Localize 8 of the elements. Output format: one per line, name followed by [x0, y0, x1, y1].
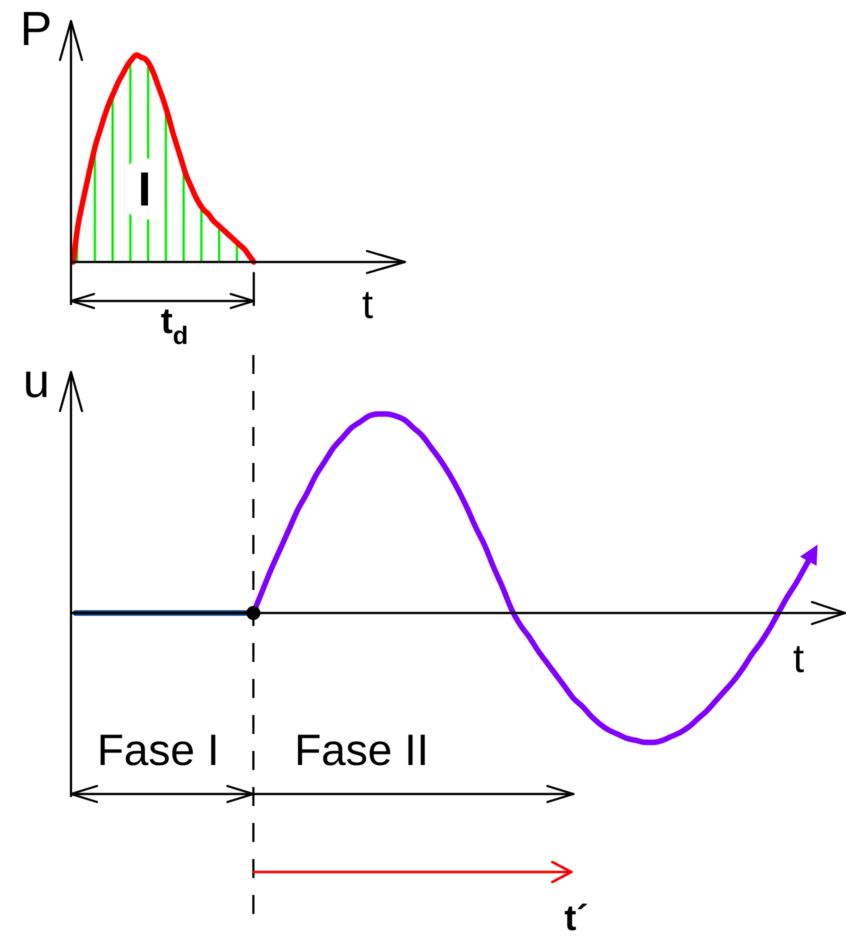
- text: t$_{d}$: [160, 300, 188, 350]
- annotation: Fase II: [294, 726, 429, 775]
- x-axis-title: t: [362, 283, 374, 327]
- text: t´: [564, 897, 588, 936]
- y-axis-title: P: [20, 3, 52, 56]
- x-axis-title: t: [793, 637, 804, 681]
- y-axis-title: u: [23, 355, 50, 408]
- annotation: Fase I: [97, 726, 220, 775]
